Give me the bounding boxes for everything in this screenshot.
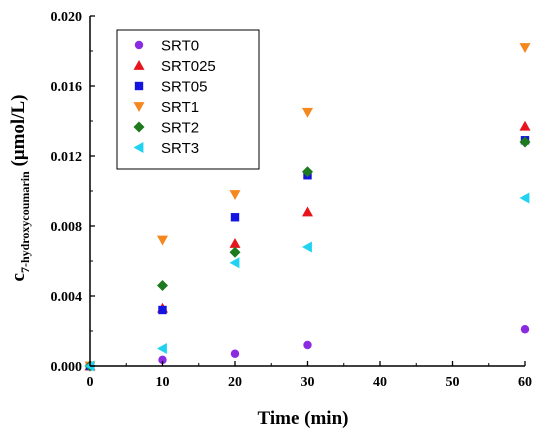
y-axis-title-unit: (μmol/L) <box>8 95 29 172</box>
data-point-srt1 <box>157 235 168 246</box>
y-tick-label: 0.020 <box>51 10 83 25</box>
data-point-srt0 <box>520 325 530 334</box>
data-point-srt0 <box>303 340 312 350</box>
data-point-srt05 <box>230 213 240 222</box>
legend-label: SRT3 <box>161 140 199 157</box>
x-axis-title: Time (min) <box>258 408 349 429</box>
data-point-srt025 <box>302 206 313 217</box>
data-point-srt3 <box>229 257 240 269</box>
legend-label: SRT025 <box>161 58 216 75</box>
y-tick-label: 0.008 <box>51 220 83 235</box>
axes <box>89 15 526 367</box>
legend-marker-srt1 <box>133 102 145 112</box>
legend-marker-srt0 <box>134 40 144 50</box>
legend-label: SRT0 <box>161 38 199 55</box>
legend-marker-srt025 <box>133 60 145 70</box>
data-point-srt3 <box>519 192 530 204</box>
data-point-srt025 <box>229 238 241 248</box>
y-tick-label: 0.004 <box>51 290 83 305</box>
data-point-srt0 <box>158 355 167 365</box>
data-point-srt025 <box>519 120 531 131</box>
data-point-srt2 <box>519 136 531 148</box>
y-axis-title-subscript: 7-hydroxycoumarin <box>18 171 32 273</box>
legend: SRT0 SRT025 SRT05 SRT1 SRT2 SRT3 <box>116 29 260 170</box>
data-point-srt3 <box>157 343 167 354</box>
x-tick-label: 0 <box>87 375 94 390</box>
x-tick-label: 50 <box>446 375 460 390</box>
x-tick-label: 30 <box>301 375 315 390</box>
x-tick-label: 10 <box>156 375 170 390</box>
data-point-srt1 <box>519 43 531 53</box>
tick-labels: 0.000 0.004 0.008 0.012 0.016 0.020 0 10 20 30 40 5… <box>51 10 533 390</box>
x-tick-label: 40 <box>373 375 387 390</box>
y-tick-label: 0.000 <box>51 360 83 375</box>
y-axis-title-main: c <box>8 273 29 281</box>
data-point-srt2 <box>229 246 241 258</box>
legend-marker-srt05 <box>134 81 144 91</box>
x-tick-label: 20 <box>228 375 242 390</box>
y-tick-label: 0.016 <box>51 80 83 95</box>
y-axis-title: c7-hydroxycoumarin (μmol/L) <box>8 95 32 282</box>
data-point-srt1 <box>302 107 313 118</box>
data-point-srt2 <box>302 166 313 178</box>
legend-label: SRT2 <box>161 120 199 137</box>
data-point-srt2 <box>157 280 168 291</box>
legend-label: SRT1 <box>161 99 199 116</box>
data-point-srt1 <box>229 190 241 200</box>
data-point-srt0 <box>230 349 240 358</box>
x-tick-label: 60 <box>518 375 532 390</box>
y-tick-label: 0.012 <box>51 150 83 165</box>
data-point-srt3 <box>302 241 312 253</box>
legend-marker-srt2 <box>133 121 145 133</box>
legend-marker-srt3 <box>133 142 144 153</box>
legend-label: SRT05 <box>161 79 207 96</box>
data-point-srt05 <box>158 305 167 315</box>
